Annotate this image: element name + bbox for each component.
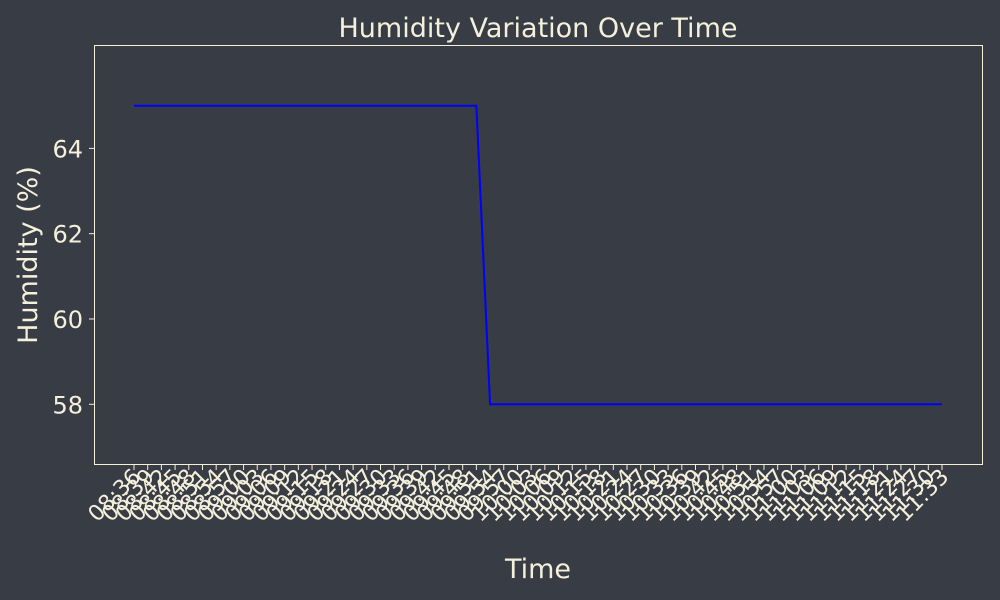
chart-title: Humidity Variation Over Time — [339, 13, 738, 44]
plot-area-frame — [94, 45, 983, 465]
y-axis-label: Humidity (%) — [13, 166, 44, 344]
y-axis-ticks: 58 60 62 64 — [52, 135, 95, 419]
x-axis-ticks: 08:3608:3908:4208:4508:4808:5108:5408:57… — [84, 464, 954, 527]
humidity-series-line — [134, 104, 942, 406]
y-tick-label: 62 — [52, 221, 83, 249]
y-tick-label: 60 — [52, 306, 83, 334]
y-tick-label: 58 — [52, 391, 83, 419]
x-axis-label: Time — [504, 554, 571, 585]
y-tick-label: 64 — [52, 135, 83, 163]
